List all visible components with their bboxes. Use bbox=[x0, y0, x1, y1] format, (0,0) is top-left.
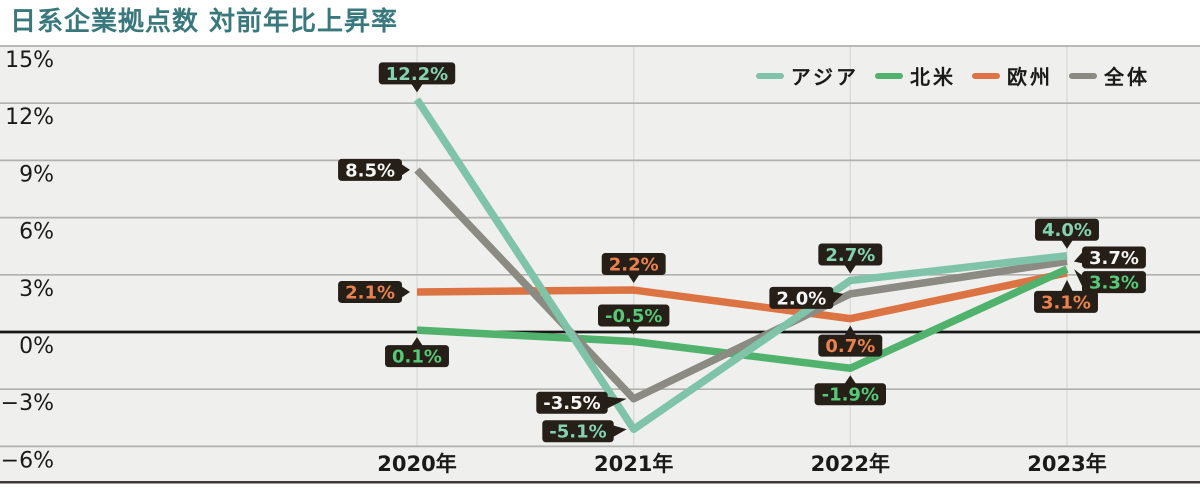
legend-item-north-america: 北米 bbox=[875, 61, 956, 90]
data-label-box bbox=[1082, 246, 1146, 269]
data-label-text: 12.2% bbox=[386, 64, 448, 85]
series-line-asia bbox=[413, 97, 1068, 433]
data-label-pointer bbox=[844, 264, 857, 274]
legend-label-overall: 全体 bbox=[1104, 65, 1150, 89]
data-label-text: -0.5% bbox=[605, 306, 662, 327]
data-label-pointer bbox=[844, 375, 857, 385]
legend-swatch-north-america bbox=[875, 72, 903, 79]
y-axis-tick-label: 15% bbox=[5, 48, 54, 73]
data-label-pointer bbox=[401, 285, 410, 298]
data-label-europe: 3.1% bbox=[1034, 279, 1098, 313]
y-axis-tick-label: 3% bbox=[19, 277, 54, 302]
legend-label-asia: アジア bbox=[790, 65, 859, 89]
data-label-europe: 0.7% bbox=[818, 325, 883, 357]
data-label-text: 2.1% bbox=[345, 282, 395, 303]
data-label-text: -3.5% bbox=[543, 393, 600, 414]
data-label-pointer bbox=[411, 337, 423, 347]
data-label-box bbox=[1034, 290, 1098, 313]
legend-item-asia: アジア bbox=[755, 61, 859, 90]
data-label-text: -1.9% bbox=[822, 385, 879, 406]
legend-swatch-asia bbox=[755, 72, 784, 79]
data-label-asia: 12.2% bbox=[378, 62, 456, 93]
y-axis-tick-label: 12% bbox=[5, 105, 54, 130]
data-label-overall: -3.5% bbox=[536, 391, 627, 414]
data-label-pointer bbox=[1061, 279, 1073, 292]
legend-item-europe: 欧州 bbox=[972, 61, 1053, 90]
legend-item-overall: 全体 bbox=[1069, 61, 1150, 90]
data-label-box bbox=[542, 420, 614, 443]
data-label-box bbox=[385, 345, 449, 368]
data-label-box bbox=[601, 253, 666, 276]
data-label-north-america: -0.5% bbox=[597, 304, 670, 335]
legend-swatch-europe bbox=[972, 72, 1000, 79]
y-axis-tick-label: −3% bbox=[1, 391, 54, 416]
data-label-pointer bbox=[844, 325, 857, 336]
data-label-north-america: -1.9% bbox=[814, 375, 887, 406]
data-label-asia: -5.1% bbox=[542, 420, 627, 443]
data-label-pointer bbox=[832, 291, 844, 304]
legend-swatch-overall bbox=[1069, 72, 1097, 79]
data-label-box bbox=[536, 391, 608, 414]
data-label-box bbox=[338, 280, 402, 303]
data-label-box bbox=[338, 158, 402, 181]
series-line-overall bbox=[414, 167, 1068, 403]
data-label-text: 8.5% bbox=[345, 160, 395, 181]
data-label-pointer bbox=[627, 274, 640, 284]
data-label-text: 2.7% bbox=[825, 245, 875, 266]
data-label-north-america: 3.3% bbox=[1074, 269, 1146, 294]
data-label-asia: 2.7% bbox=[818, 243, 883, 274]
data-label-text: 3.1% bbox=[1041, 292, 1091, 313]
data-label-asia: 4.0% bbox=[1035, 218, 1099, 249]
series-line-europe bbox=[416, 269, 1068, 323]
x-axis-tick-label: 2021年 bbox=[594, 452, 673, 476]
data-label-text: 3.7% bbox=[1089, 248, 1139, 269]
data-label-pointer bbox=[606, 396, 627, 409]
legend: アジア 北米 欧州 全体 bbox=[755, 61, 1150, 90]
data-label-overall: 2.0% bbox=[769, 286, 844, 309]
data-label-pointer bbox=[411, 83, 423, 93]
data-label-text: 4.0% bbox=[1042, 220, 1092, 241]
data-label-pointer bbox=[612, 425, 627, 438]
data-label-text: 0.1% bbox=[392, 347, 442, 368]
data-label-box bbox=[814, 383, 887, 406]
data-label-europe: 2.2% bbox=[601, 253, 666, 284]
x-axis-tick-label: 2020年 bbox=[377, 452, 456, 476]
data-label-overall: 3.7% bbox=[1074, 246, 1146, 269]
data-label-box bbox=[1035, 218, 1099, 241]
data-label-text: 2.2% bbox=[609, 255, 659, 276]
data-label-box bbox=[378, 62, 456, 85]
data-label-europe: 2.1% bbox=[338, 280, 410, 303]
data-label-pointer bbox=[627, 325, 640, 335]
y-axis-tick-label: −6% bbox=[1, 448, 54, 473]
data-label-text: 0.7% bbox=[825, 336, 875, 357]
data-label-pointer bbox=[1074, 251, 1083, 264]
data-label-overall: 8.5% bbox=[338, 158, 410, 181]
data-label-text: -5.1% bbox=[549, 422, 606, 443]
data-label-pointer bbox=[401, 163, 410, 176]
data-label-pointer bbox=[1061, 239, 1073, 249]
data-label-pointer bbox=[1074, 269, 1083, 289]
data-label-text: 2.0% bbox=[776, 288, 826, 309]
y-axis-tick-label: 9% bbox=[19, 162, 54, 187]
x-axis-tick-label: 2022年 bbox=[811, 452, 890, 476]
data-label-box bbox=[818, 334, 883, 357]
legend-label-north-america: 北米 bbox=[910, 65, 956, 89]
y-axis-tick-label: 0% bbox=[19, 334, 54, 359]
plot-bottom-border bbox=[0, 481, 1200, 484]
data-label-text: 3.3% bbox=[1089, 273, 1139, 294]
data-label-north-america: 0.1% bbox=[385, 337, 449, 368]
x-axis-tick-label: 2023年 bbox=[1027, 452, 1106, 476]
data-label-box bbox=[769, 286, 834, 309]
legend-label-europe: 欧州 bbox=[1007, 65, 1053, 89]
y-axis-tick-label: 6% bbox=[19, 220, 54, 245]
data-label-box bbox=[597, 304, 670, 327]
data-label-box bbox=[1082, 271, 1146, 294]
data-label-box bbox=[818, 243, 883, 266]
page-title: 日系企業拠点数 対前年比上昇率 bbox=[10, 7, 399, 37]
